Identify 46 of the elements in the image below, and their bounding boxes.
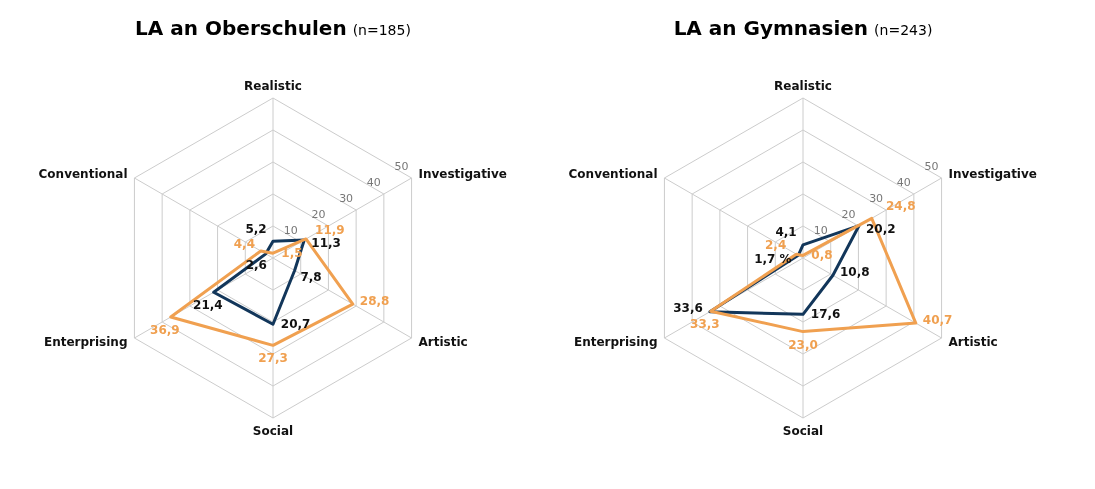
y-tick-label: 30 (339, 192, 354, 205)
y-tick-label: 50 (924, 160, 939, 173)
data-label: 2,4 (764, 238, 787, 253)
data-label: 4,4 (233, 237, 256, 252)
y-tick-label: 40 (366, 176, 381, 189)
data-label: 33,3 (690, 316, 720, 331)
chart-title: LA an Oberschulen (135, 16, 347, 40)
spoke-label: Conventional (568, 167, 658, 182)
data-label: 36,9 (150, 322, 180, 337)
data-label: 20,7 (280, 317, 311, 332)
data-label: 10,8 (839, 264, 870, 279)
chart-subtitle: (n=243) (874, 22, 933, 38)
data-label: 21,4 (193, 297, 223, 312)
spoke-label: Artistic (948, 335, 998, 350)
spoke-label: Realistic (244, 79, 302, 93)
chart-title: LA an Gymnasien (673, 16, 869, 40)
data-label: 24,8 (886, 199, 916, 214)
spoke-label: Enterprising (573, 335, 658, 350)
data-label: 23,0 (788, 337, 818, 352)
data-label: 33,6 (673, 301, 703, 316)
y-tick-label: 40 (896, 176, 911, 189)
spoke-label: Social (252, 423, 294, 438)
spoke-label: Enterprising (43, 335, 128, 350)
data-label: 40,7 (922, 312, 953, 327)
chart-subtitle: (n=185) (352, 22, 411, 38)
data-label: 28,8 (359, 293, 390, 308)
y-tick-label: 10 (283, 224, 298, 237)
spoke-label: Artistic (418, 335, 468, 350)
data-label: 0,8 (811, 248, 833, 263)
y-tick-label: 20 (311, 208, 326, 221)
y-tick-label: 10 (813, 224, 828, 237)
data-label: 11,3 (311, 236, 341, 251)
spoke-label: Investigative (948, 167, 1037, 182)
spoke-label: Conventional (38, 167, 128, 182)
spoke-label: Investigative (418, 167, 507, 182)
data-label: 27,3 (258, 351, 288, 366)
data-label: 5,2 (245, 221, 267, 236)
data-label: 4,1 (775, 225, 797, 240)
y-tick-label: 50 (394, 160, 409, 173)
data-label: 7,8 (300, 269, 322, 284)
spoke-label: Realistic (774, 79, 832, 93)
y-tick-label: 30 (869, 192, 884, 205)
spoke-label: Social (782, 423, 824, 438)
data-label: 17,6 (810, 307, 841, 322)
data-label: 11,9 (315, 222, 345, 237)
y-tick-label: 20 (841, 208, 856, 221)
